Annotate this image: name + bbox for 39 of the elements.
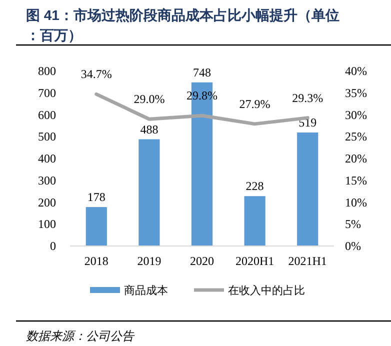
bar: [86, 207, 107, 246]
y2-tick-label: 35%: [345, 86, 367, 100]
y2-tick-label: 20%: [345, 152, 367, 166]
y2-tick-label: 30%: [345, 108, 367, 122]
x-tick-label: 2020: [190, 254, 214, 268]
y2-tick-label: 15%: [345, 173, 367, 188]
data-label: 178: [87, 190, 106, 204]
bar: [297, 132, 318, 246]
data-label: 748: [193, 65, 211, 80]
data-label: 34.7%: [80, 67, 112, 82]
legend-label: 商品成本: [124, 284, 168, 297]
source-note: 数据来源：公司公告: [26, 329, 135, 343]
y2-tick-label: 5%: [345, 217, 361, 232]
data-label: 29.3%: [292, 90, 324, 105]
y-tick-label: 200: [38, 195, 56, 210]
y-tick-label: 800: [38, 64, 56, 78]
x-tick-label: 2018: [84, 254, 108, 268]
data-label: 488: [140, 122, 158, 136]
x-tick-label: 2021H1: [288, 254, 327, 268]
legend-label: 在收入中的占比: [228, 284, 305, 297]
data-label: 228: [246, 179, 264, 194]
bar: [138, 139, 160, 246]
y2-tick-label: 25%: [345, 130, 367, 144]
y-tick-label: 700: [38, 86, 56, 100]
y-tick-label: 500: [38, 130, 56, 144]
y-tick-label: 300: [38, 173, 56, 188]
y2-tick-label: 0%: [345, 239, 361, 253]
data-label: 27.9%: [239, 96, 270, 111]
y-tick-label: 600: [38, 108, 56, 122]
x-tick-label: 2019: [137, 254, 162, 268]
chart-title: 图 41：市场过热阶段商品成本占比小幅提升（单位：百万）: [26, 7, 340, 43]
x-tick-label: 2020H1: [235, 254, 274, 268]
data-label: 29.0%: [134, 92, 165, 106]
y-tick-label: 400: [38, 152, 56, 166]
bar: [244, 196, 266, 246]
y-tick-label: 100: [38, 217, 56, 232]
y-tick-label: 0: [50, 239, 56, 253]
y2-tick-label: 10%: [345, 195, 367, 210]
y2-tick-label: 40%: [345, 64, 367, 78]
